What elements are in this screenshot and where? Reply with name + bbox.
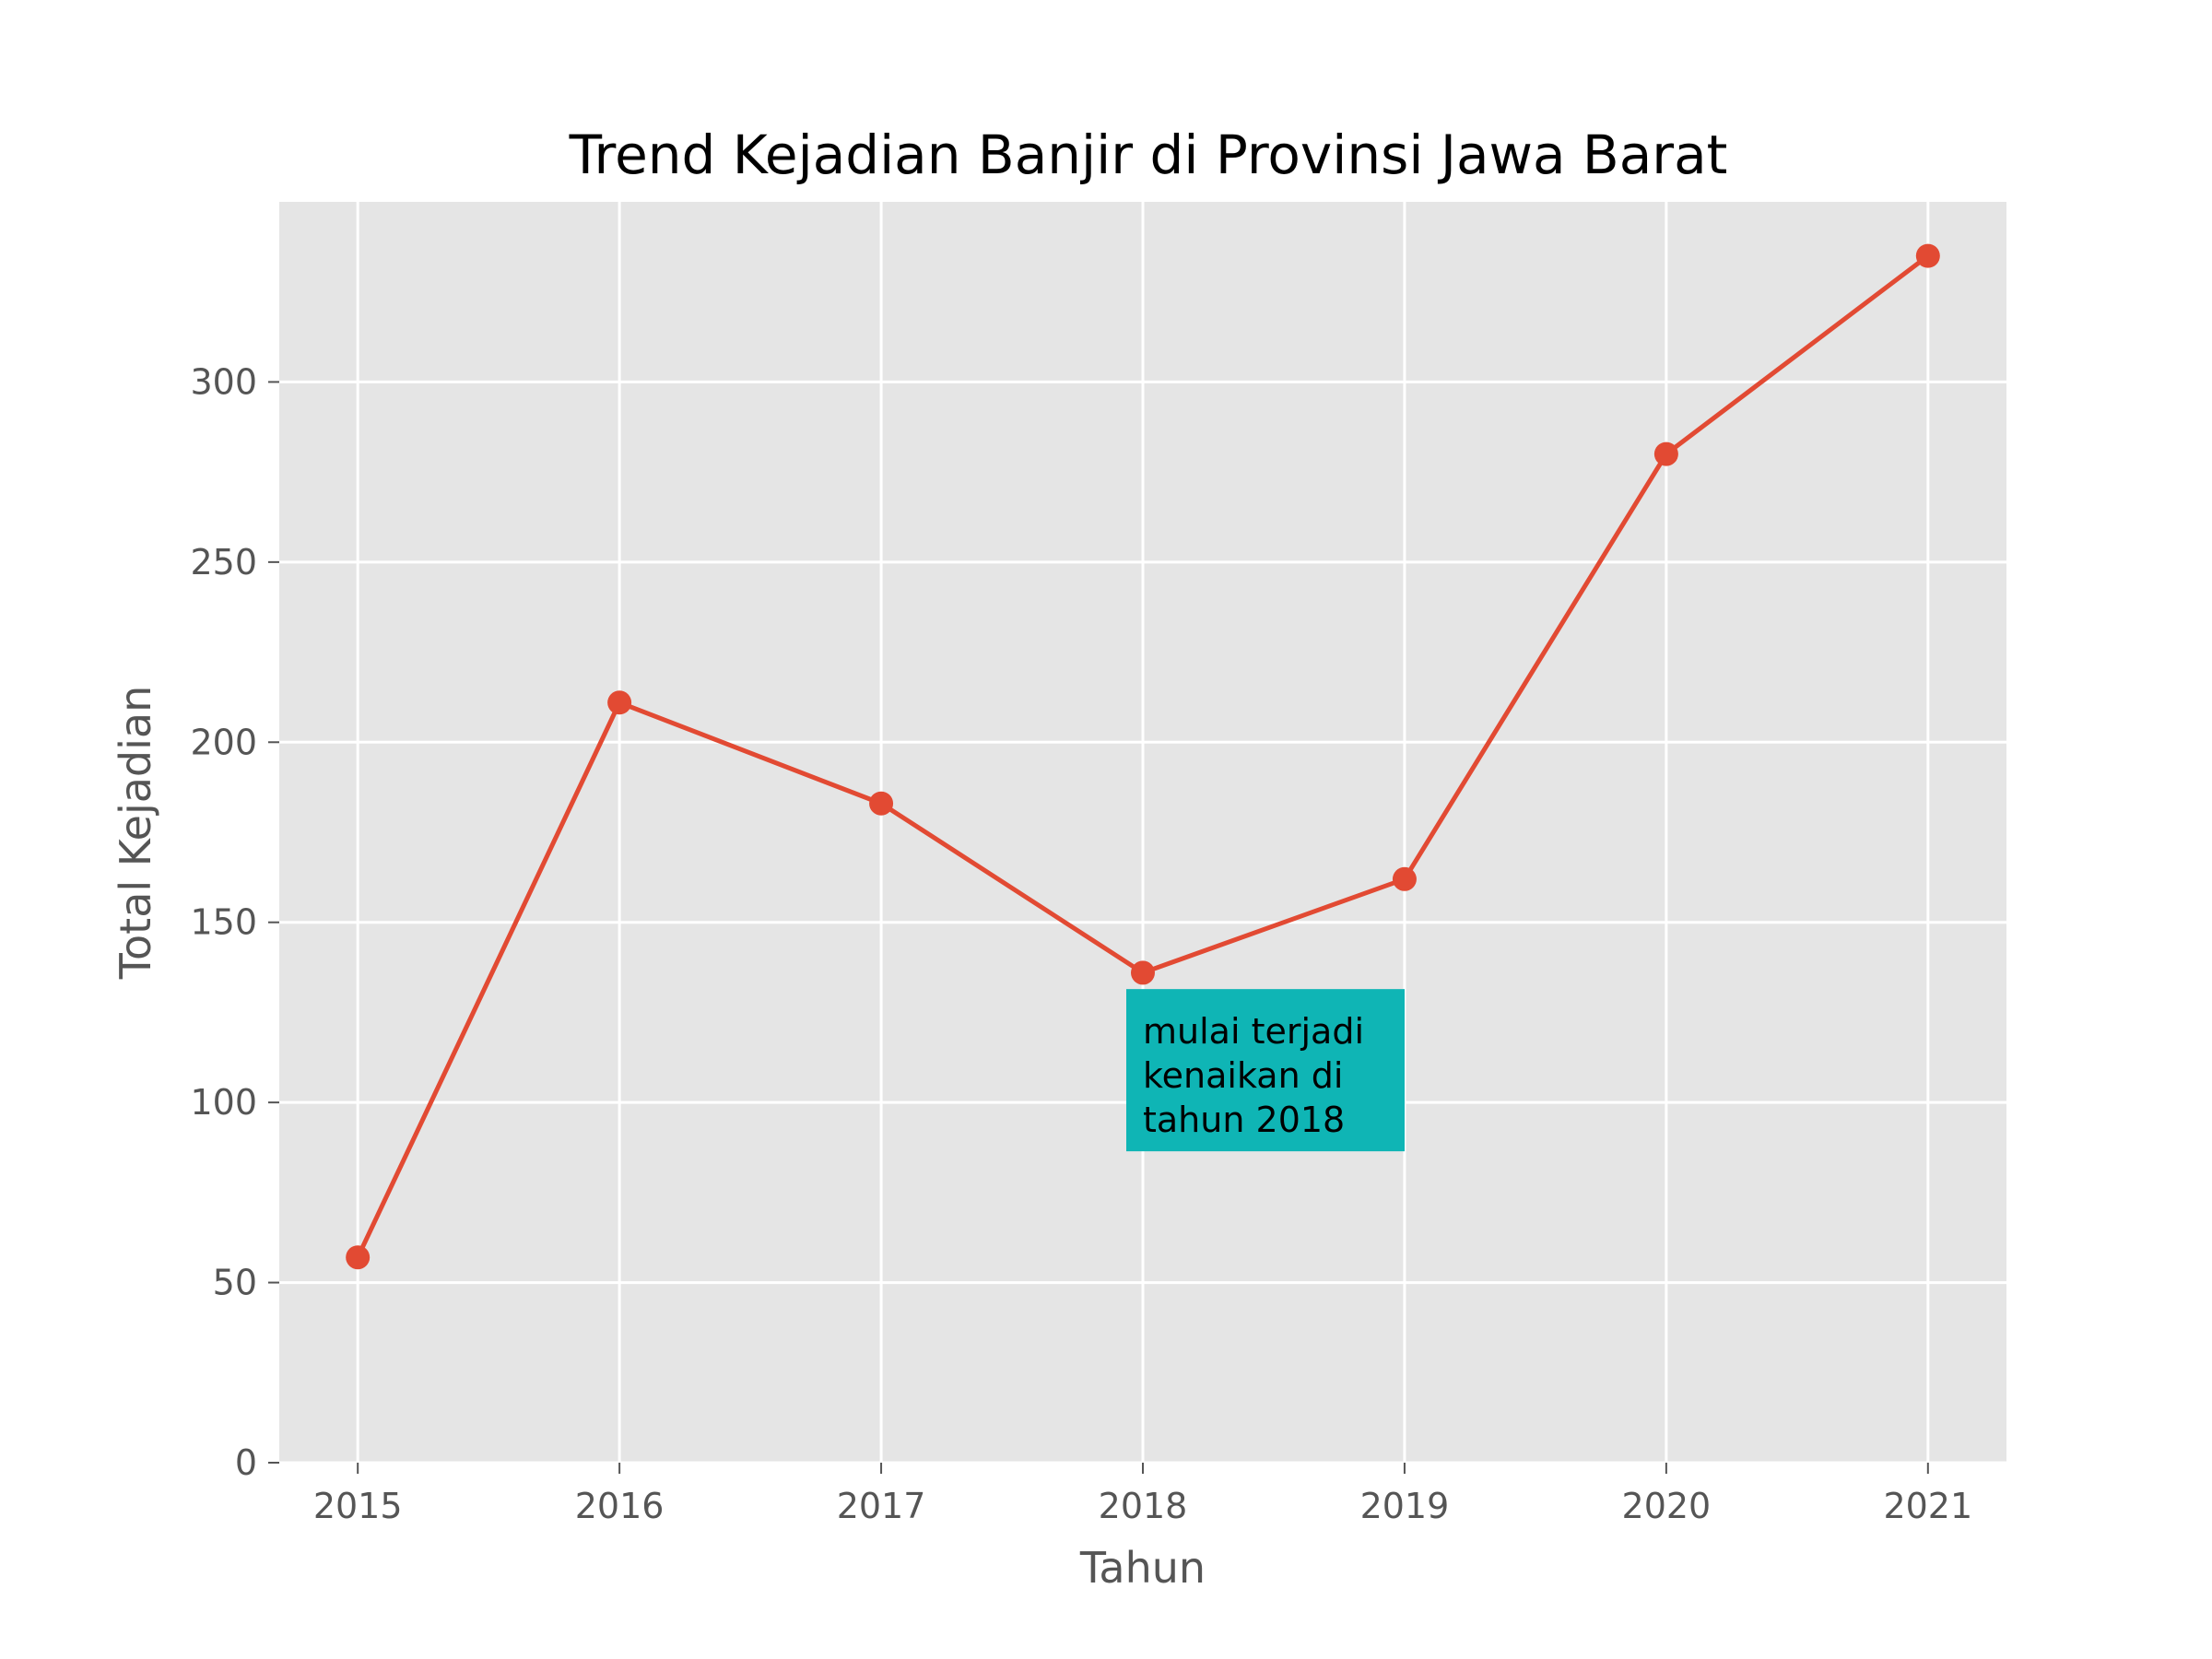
annotation-line: tahun 2018 <box>1143 1100 1345 1140</box>
y-tick-label: 0 <box>235 1442 257 1483</box>
data-point <box>1915 243 1940 268</box>
annotation: mulai terjadi kenaikan di tahun 2018 <box>1126 989 1405 1152</box>
chart-title: Trend Kejadian Banjir di Provinsi Jawa B… <box>569 124 1728 186</box>
annotation-line: kenaikan di <box>1143 1055 1343 1096</box>
x-tick-label: 2021 <box>1883 1486 1972 1526</box>
x-tick-label: 2019 <box>1360 1486 1450 1526</box>
data-point <box>607 690 632 715</box>
y-tick-label: 200 <box>190 722 257 762</box>
axis-ticks: 0 50 100 150 200 250 300 2015 2016 2017 2018 2019 20… <box>190 361 1972 1526</box>
y-axis-label: Total Kejadian <box>111 686 160 981</box>
data-point <box>869 791 894 816</box>
data-point <box>1131 960 1155 985</box>
annotation-box <box>1126 989 1405 1152</box>
x-tick-label: 2015 <box>313 1486 403 1526</box>
x-tick-label: 2018 <box>1099 1486 1188 1526</box>
y-tick-label: 250 <box>190 542 257 582</box>
x-axis-label: Tahun <box>1079 1543 1206 1593</box>
y-tick-label: 150 <box>190 902 257 943</box>
y-tick-label: 300 <box>190 361 257 402</box>
x-tick-label: 2016 <box>575 1486 665 1526</box>
data-point <box>346 1245 371 1270</box>
annotation-text: mulai terjadi kenaikan di tahun 2018 <box>1143 1011 1364 1140</box>
data-point <box>1392 866 1417 891</box>
series-layer <box>346 243 1940 1270</box>
x-tick-label: 2017 <box>837 1486 926 1526</box>
annotation-line: mulai terjadi <box>1143 1011 1364 1052</box>
data-point <box>1653 441 1678 466</box>
y-tick-label: 100 <box>190 1082 257 1123</box>
y-tick-label: 50 <box>213 1263 257 1303</box>
x-tick-label: 2020 <box>1622 1486 1712 1526</box>
